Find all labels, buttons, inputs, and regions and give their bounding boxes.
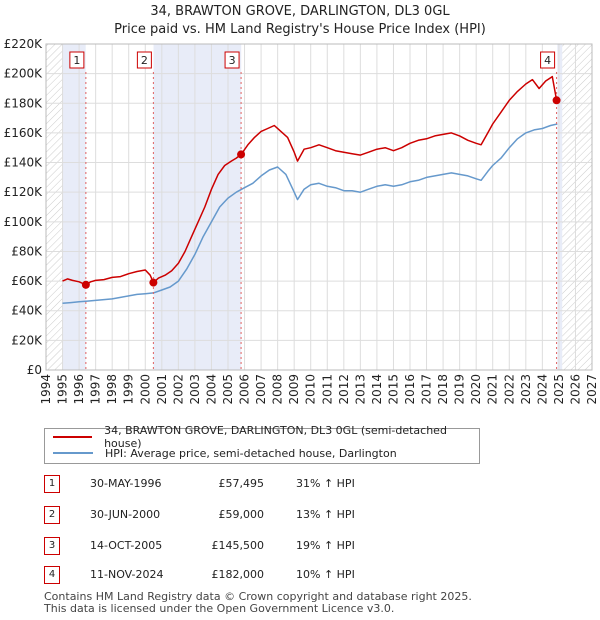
x-tick-label: 2000 [138, 374, 152, 405]
sale-marker-label: 4 [544, 54, 551, 67]
x-tick-label: 2003 [188, 374, 202, 405]
shaded-period [153, 44, 242, 370]
x-tick-label: 2002 [171, 374, 185, 405]
x-tick-label: 2024 [535, 374, 549, 405]
sale-marker-box [69, 51, 85, 69]
sale-marker-box [540, 51, 556, 69]
x-tick-label: 2009 [287, 374, 301, 405]
hatched-period [562, 44, 592, 370]
x-tick-label: 2001 [155, 374, 169, 405]
sale-marker-label: 3 [229, 54, 236, 67]
sale-date: 11-NOV-2024 [90, 568, 164, 581]
x-tick-label: 2016 [403, 374, 417, 405]
sale-point [81, 280, 90, 289]
x-tick-label: 2011 [320, 374, 334, 405]
sale-hpi-change: 19% ↑ HPI [296, 539, 355, 552]
y-tick-label: £60K [11, 274, 43, 288]
legend-item-hpi: HPI: Average price, semi-detached house,… [53, 445, 397, 461]
sale-hpi-change: 31% ↑ HPI [296, 477, 355, 490]
x-tick-label: 1994 [39, 374, 53, 405]
shaded-period [557, 44, 563, 370]
x-tick-label: 2017 [420, 374, 434, 405]
y-tick-label: £20K [11, 333, 43, 347]
sale-marker-label: 1 [73, 54, 80, 67]
sale-point [552, 96, 561, 105]
y-tick-label: £160K [4, 126, 44, 140]
y-tick-label: £140K [4, 156, 44, 170]
price-chart: 1 2 3 4 £0 £20K £40K £60K £80K £100K £120K £140K £1… [4, 37, 599, 405]
hatched-period [46, 44, 63, 370]
x-tick-label: 2014 [370, 374, 384, 405]
property-price-line [62, 75, 558, 286]
sale-number-badge: 4 [44, 566, 60, 584]
plot-area [46, 44, 592, 370]
sale-price: £59,000 [218, 508, 265, 521]
legend-item-property: 34, BRAWTON GROVE, DARLINGTON, DL3 0GL (… [53, 424, 479, 450]
shaded-period [62, 44, 86, 370]
chart-subtitle: Price paid vs. HM Land Registry's House … [114, 22, 486, 37]
sale-point [149, 278, 158, 287]
x-tick-label: 2008 [271, 374, 285, 405]
legend-label-hpi: HPI: Average price, semi-detached house,… [105, 446, 397, 460]
x-tick-label: 2012 [337, 374, 351, 405]
legend: 34, BRAWTON GROVE, DARLINGTON, DL3 0GL (… [44, 424, 480, 464]
x-tick-label: 2022 [502, 374, 516, 405]
sale-number-badge: 3 [44, 537, 60, 555]
sale-number-badge: 2 [44, 506, 60, 524]
plot-border [45, 43, 593, 371]
x-tick-label: 2007 [254, 374, 268, 405]
footer-copyright: Contains HM Land Registry data © Crown c… [44, 590, 472, 603]
legend-swatch-hpi [53, 452, 93, 454]
sale-hpi-change: 13% ↑ HPI [296, 508, 355, 521]
y-tick-label: £80K [11, 244, 43, 258]
hpi-line [62, 123, 558, 305]
y-tick-label: £220K [4, 37, 44, 51]
x-tick-label: 1999 [122, 374, 136, 405]
sale-date: 14-OCT-2005 [90, 539, 163, 552]
x-tick-label: 1997 [89, 374, 103, 405]
x-tick-label: 2023 [519, 374, 533, 405]
x-tick-label: 1996 [72, 374, 86, 405]
sale-date: 30-MAY-1996 [90, 477, 162, 490]
x-tick-label: 2025 [552, 374, 566, 405]
y-tick-label: £0 [27, 363, 42, 377]
legend-label-property: 34, BRAWTON GROVE, DARLINGTON, DL3 0GL (… [104, 424, 447, 450]
x-tick-label: 2018 [436, 374, 450, 405]
chart-title: 34, BRAWTON GROVE, DARLINGTON, DL3 0GL [150, 4, 450, 19]
x-tick-label: 2004 [204, 374, 218, 405]
sale-price: £57,495 [218, 477, 265, 490]
sale-number-badge: 1 [44, 475, 60, 493]
x-tick-label: 2019 [453, 374, 467, 405]
sale-date: 30-JUN-2000 [90, 508, 161, 521]
y-tick-label: £200K [4, 67, 44, 81]
footer-license: This data is licensed under the Open Gov… [44, 602, 395, 615]
sale-marker-label: 2 [141, 54, 148, 67]
x-tick-label: 2006 [238, 374, 252, 405]
y-tick-label: £120K [4, 185, 44, 199]
x-tick-label: 2020 [469, 374, 483, 405]
sale-marker-box [136, 51, 152, 69]
sale-hpi-change: 10% ↑ HPI [296, 568, 355, 581]
sale-price: £145,500 [211, 539, 265, 552]
x-tick-label: 2021 [486, 374, 500, 405]
x-tick-label: 2005 [221, 374, 235, 405]
y-tick-label: £40K [11, 304, 43, 318]
sale-point [237, 150, 246, 159]
x-tick-label: 2015 [386, 374, 400, 405]
x-tick-label: 1995 [56, 374, 70, 405]
legend-swatch-property [53, 436, 93, 438]
x-tick-label: 2027 [585, 374, 599, 405]
x-tick-label: 2013 [353, 374, 367, 405]
sale-marker-box [224, 51, 240, 69]
sale-price: £182,000 [211, 568, 265, 581]
x-tick-label: 2026 [568, 374, 582, 405]
y-tick-label: £180K [4, 96, 44, 110]
x-tick-label: 2010 [304, 374, 318, 405]
y-tick-label: £100K [4, 215, 44, 229]
x-tick-label: 1998 [105, 374, 119, 405]
